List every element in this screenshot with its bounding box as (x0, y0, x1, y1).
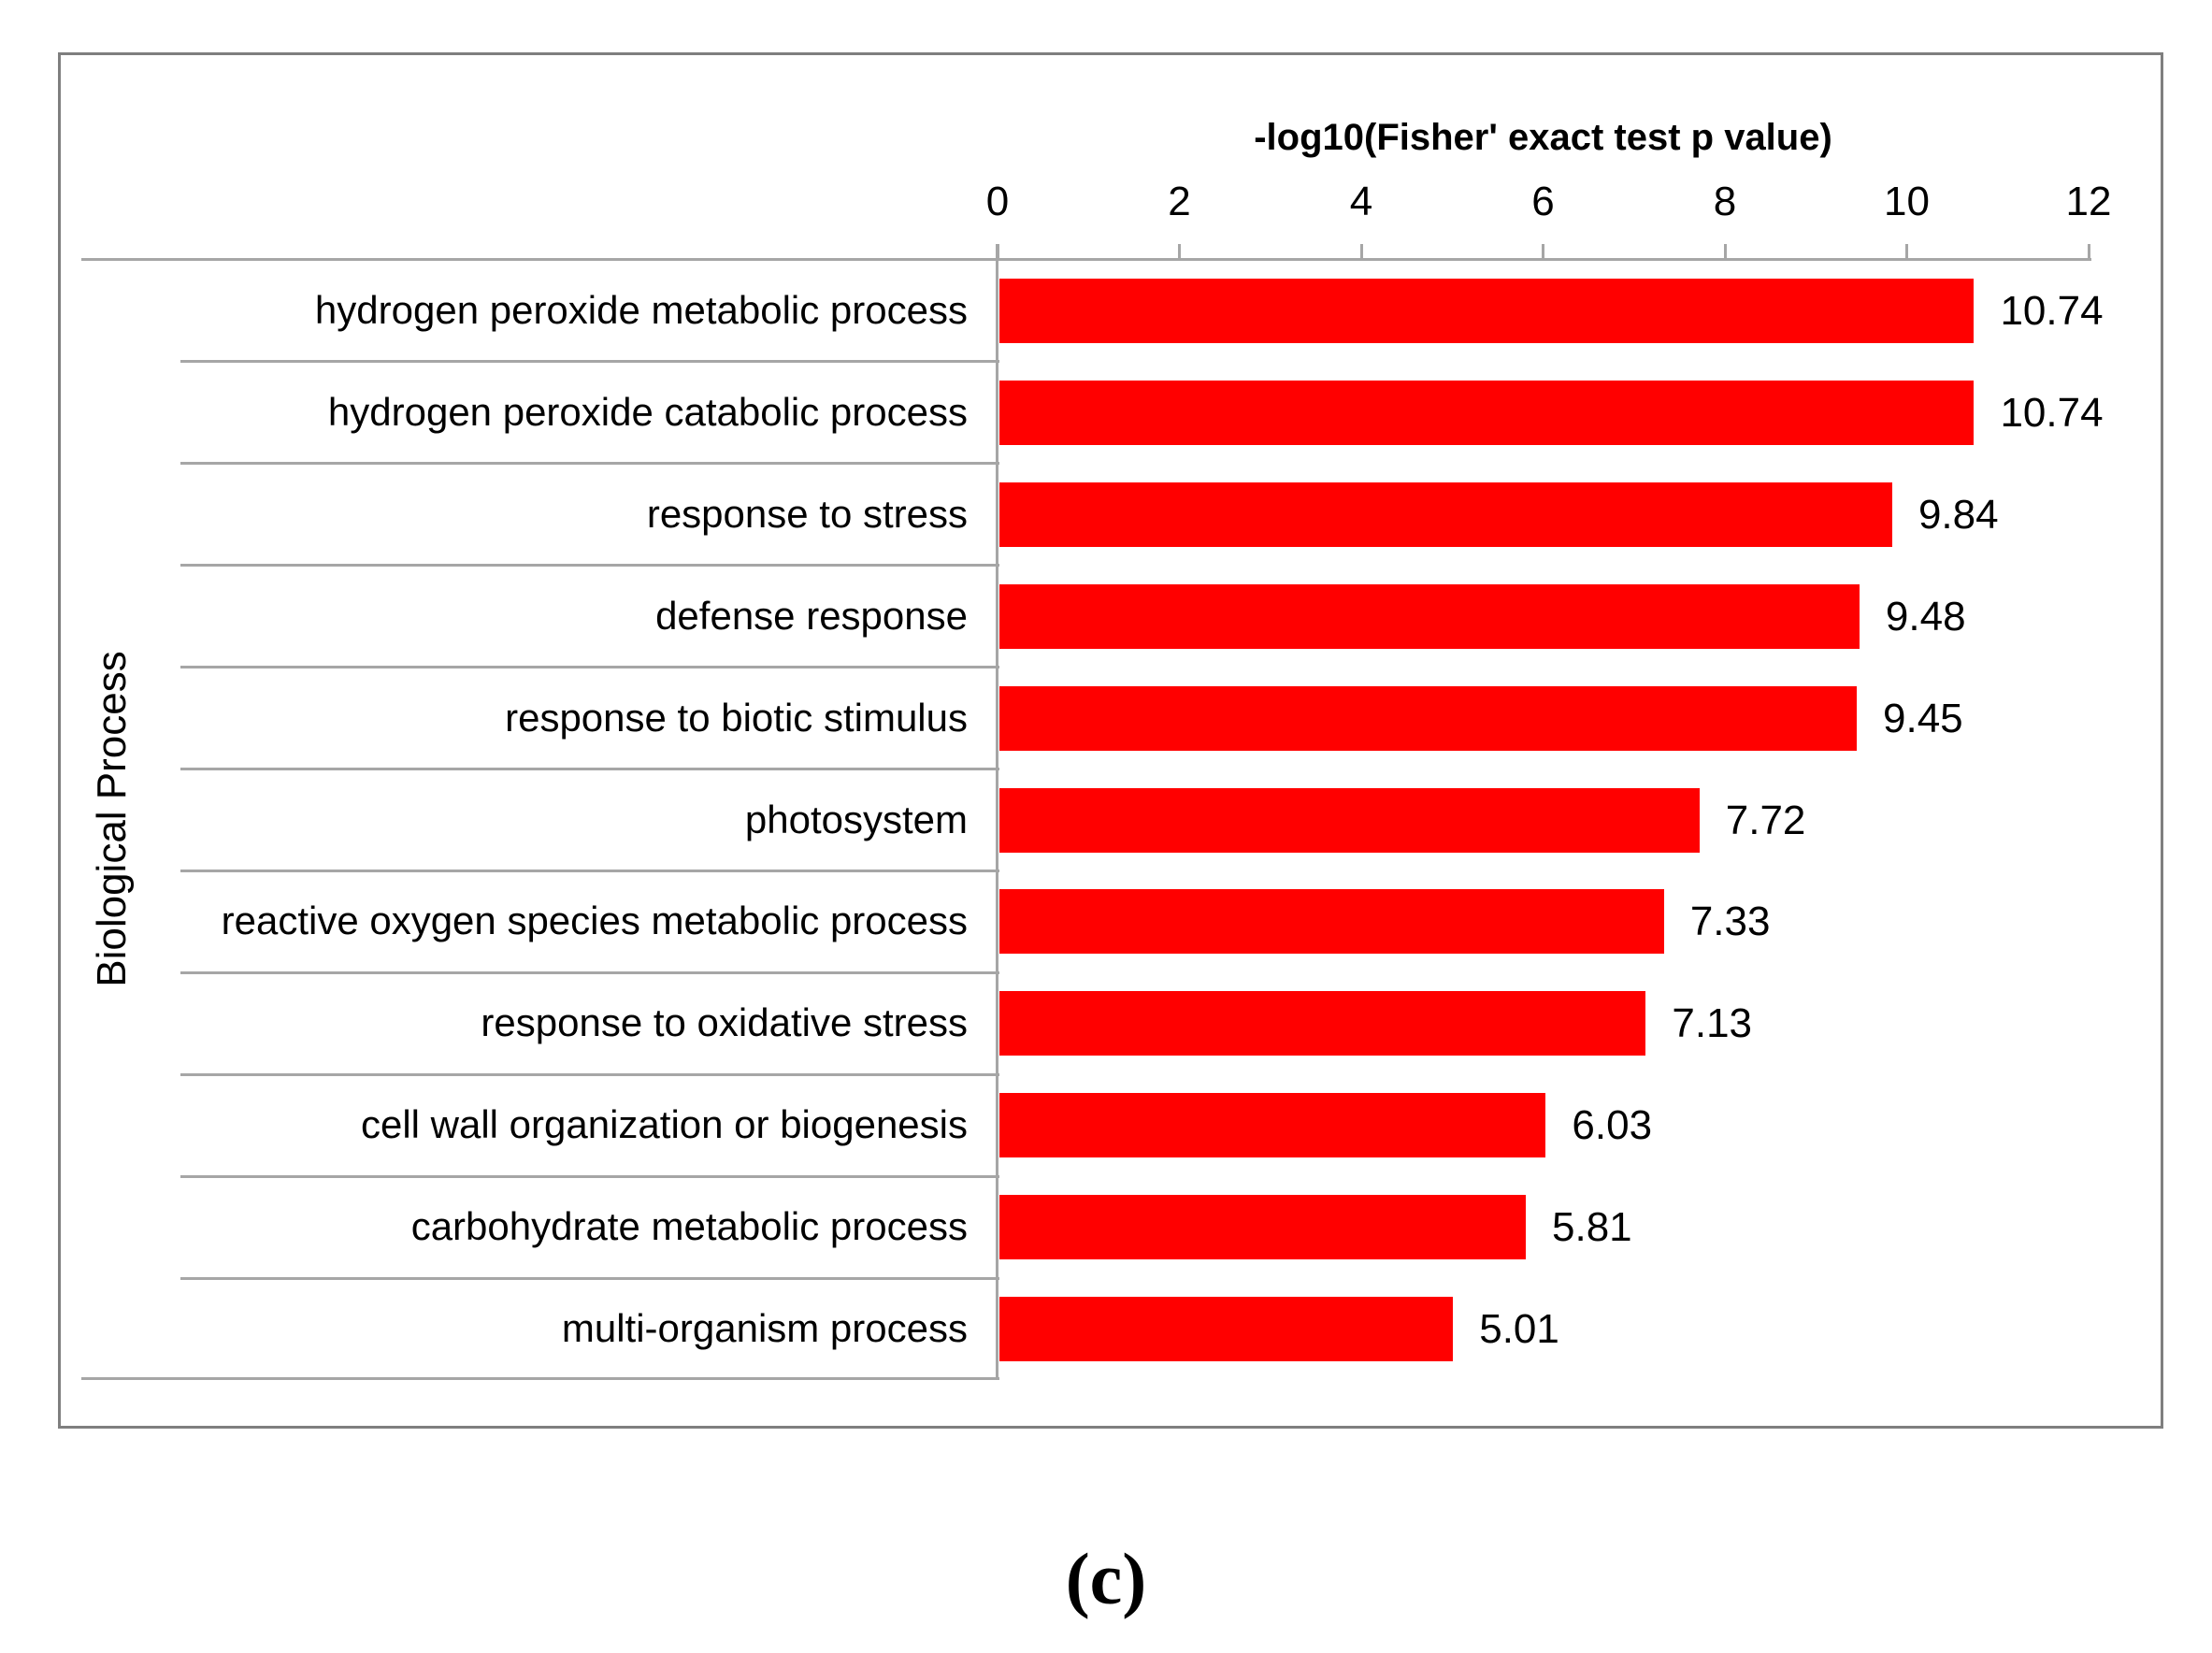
x-axis-tick-mark (1359, 244, 1363, 259)
category-label: response to oxidative stress (481, 1000, 968, 1045)
category-label: hydrogen peroxide catabolic process (327, 389, 968, 434)
zero-baseline (996, 244, 998, 1380)
bar-value-label: 10.74 (2000, 288, 2104, 334)
bar-value-label: 6.03 (1572, 1102, 1653, 1149)
category-label: reactive oxygen species metabolic proces… (221, 898, 968, 943)
x-axis-tick-mark (2087, 244, 2090, 259)
bar-value-label: 9.84 (1918, 491, 1999, 538)
category-label: hydrogen peroxide metabolic process (314, 288, 968, 332)
bar-value-label: 7.72 (1725, 797, 1806, 843)
x-axis-tick-mark (1723, 244, 1727, 259)
category-row-separator (180, 1174, 999, 1178)
x-axis-tick-label: 6 (1531, 179, 1555, 224)
x-axis-tick-label: 0 (985, 179, 1010, 224)
bar (999, 482, 1892, 547)
x-axis-tick-label: 4 (1349, 179, 1373, 224)
chart-title: -log10(Fisher' exact test p value) (1254, 117, 1832, 158)
x-axis-tick-label: 8 (1713, 179, 1737, 224)
x-axis-tick-mark (1542, 244, 1544, 259)
category-label: multi-organism process (561, 1306, 968, 1350)
category-label: photosystem (744, 797, 968, 841)
bar-value-label: 5.01 (1479, 1306, 1559, 1352)
category-box-bottom-line (81, 1377, 999, 1380)
bar (999, 583, 1860, 649)
category-row-separator (180, 970, 999, 974)
category-label: carbohydrate metabolic process (410, 1204, 968, 1249)
bar (999, 1093, 1546, 1158)
figure-caption: (c) (1065, 1538, 1147, 1619)
bar (999, 889, 1664, 955)
category-row-separator (180, 462, 999, 466)
y-axis-title: Biological Process (89, 651, 135, 987)
x-axis-tick-mark (1178, 244, 1181, 259)
category-label: response to biotic stimulus (505, 695, 968, 740)
bar (999, 991, 1646, 1056)
x-axis-tick-mark (1905, 244, 1908, 259)
bar (999, 380, 1975, 445)
bar (999, 1297, 1454, 1361)
bar-value-label: 5.81 (1552, 1204, 1632, 1251)
x-axis-line (81, 258, 2091, 261)
x-axis-tick-label: 10 (1884, 179, 1930, 224)
category-row-separator (180, 666, 999, 669)
x-axis-tick-label: 12 (2065, 179, 2112, 224)
bar-value-label: 7.13 (1672, 1000, 1753, 1047)
category-row-separator (180, 1276, 999, 1280)
category-row-separator (180, 360, 999, 364)
x-axis-tick-label: 2 (1168, 179, 1191, 224)
bar (999, 279, 1975, 343)
bar (999, 685, 1857, 751)
category-row-separator (180, 869, 999, 872)
bar-value-label: 9.48 (1885, 593, 1966, 640)
y-axis-title-box: Biological Process (82, 260, 142, 1378)
bar-value-label: 7.33 (1689, 898, 1771, 945)
bar (999, 1195, 1527, 1260)
category-label: defense response (655, 593, 968, 638)
category-row-separator (180, 564, 999, 568)
category-label: cell wall organization or biogenesis (360, 1102, 968, 1147)
bar (999, 787, 1700, 853)
bar-value-label: 10.74 (2000, 389, 2104, 436)
category-row-separator (180, 768, 999, 770)
category-row-separator (180, 1072, 999, 1076)
bar-value-label: 9.45 (1883, 695, 1963, 741)
category-label: response to stress (646, 491, 968, 536)
